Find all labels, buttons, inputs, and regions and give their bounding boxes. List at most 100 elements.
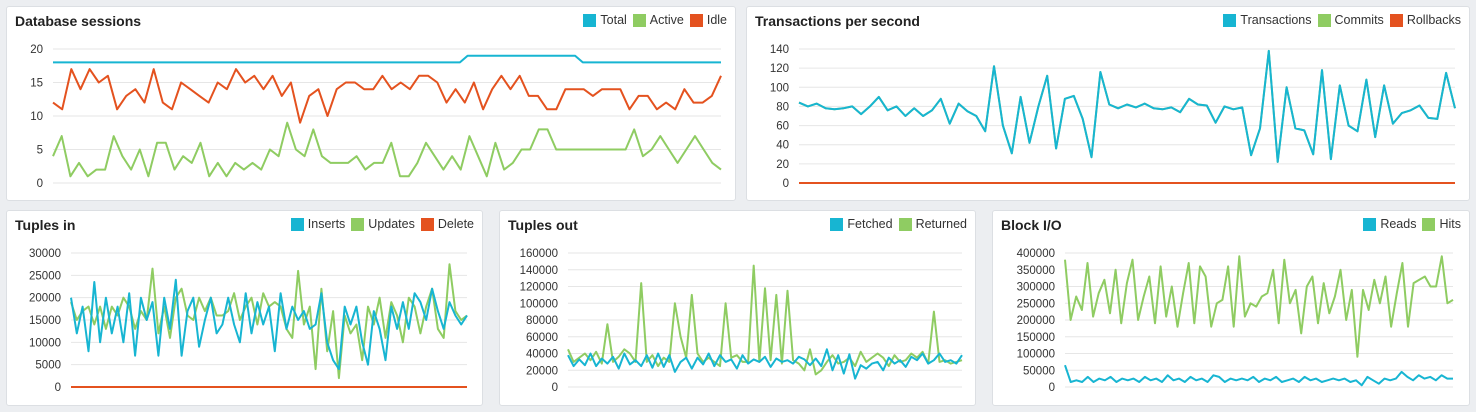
y-tick-label: 120000: [520, 282, 558, 294]
y-tick-label: 0: [1049, 382, 1055, 394]
legend-swatch: [1363, 217, 1377, 231]
y-tick-label: 10: [30, 111, 43, 123]
chart-legend: Total Active Idle: [583, 13, 727, 27]
y-tick-label: 350000: [1017, 265, 1055, 277]
chart-panel-block-io: 0 50000 100000 150000 200000 250000 300000 3500…: [992, 210, 1470, 406]
sessions-chart: 0 5 10 15 20: [30, 44, 722, 190]
y-tick-label: 150000: [1017, 332, 1055, 344]
y-tick-label: 0: [552, 382, 558, 394]
series-line-active[interactable]: [52, 121, 722, 178]
series-line-fetched[interactable]: [567, 348, 963, 380]
y-tick-label: 200000: [1017, 315, 1055, 327]
y-tick-label: 160000: [520, 248, 558, 260]
chart-legend: Fetched Returned: [830, 217, 967, 231]
chart-legend: Transactions Commits Rollbacks: [1223, 13, 1461, 27]
y-tick-label: 25000: [29, 270, 61, 282]
chart-panel-tps: 0 20 40 60 80 100 120 140 Transactions per seco…: [746, 6, 1470, 201]
legend-label: Fetched: [847, 217, 893, 231]
chart-legend: Reads Hits: [1363, 217, 1461, 231]
legend-swatch: [898, 217, 912, 231]
y-tick-label: 15000: [29, 315, 61, 327]
y-tick-label: 10000: [29, 337, 61, 349]
legend-item-reads[interactable]: Reads: [1363, 217, 1416, 231]
legend-item-updates[interactable]: Updates: [351, 217, 415, 231]
series-line-idle[interactable]: [52, 68, 722, 124]
legend-swatch: [290, 217, 304, 231]
legend-swatch: [351, 217, 365, 231]
tuples-out-chart: 0 20000 40000 60000 80000 100000 120000 140000 1…: [520, 248, 963, 394]
chart-title: Tuples in: [15, 217, 76, 233]
legend-swatch: [1317, 13, 1331, 27]
legend-item-idle[interactable]: Idle: [689, 13, 727, 27]
y-tick-label: 20: [776, 159, 789, 171]
chart-legend: Inserts Updates Delete: [290, 217, 474, 231]
legend-swatch: [1223, 13, 1237, 27]
y-tick-label: 0: [783, 178, 789, 190]
y-tick-label: 100000: [1017, 349, 1055, 361]
y-tick-label: 40: [776, 140, 789, 152]
y-tick-label: 5: [37, 145, 43, 157]
legend-swatch: [689, 13, 703, 27]
legend-label: Reads: [1380, 217, 1417, 231]
block-io-chart: 0 50000 100000 150000 200000 250000 300000 3500…: [1017, 248, 1454, 394]
legend-swatch: [583, 13, 597, 27]
y-tick-label: 100000: [520, 298, 558, 310]
chart-panel-tuples-out: 0 20000 40000 60000 80000 100000 120000 140000 1…: [499, 210, 976, 406]
legend-label: Commits: [1334, 13, 1384, 27]
legend-label: Delete: [437, 217, 474, 231]
y-tick-label: 20000: [29, 293, 61, 305]
y-tick-label: 5000: [35, 360, 61, 372]
y-tick-label: 140000: [520, 265, 558, 277]
y-tick-label: 80: [776, 101, 789, 113]
y-tick-label: 0: [37, 178, 43, 190]
series-line-inserts[interactable]: [70, 278, 468, 371]
y-tick-label: 20000: [526, 365, 558, 377]
y-tick-label: 300000: [1017, 282, 1055, 294]
y-tick-label: 50000: [1023, 365, 1055, 377]
chart-title: Transactions per second: [755, 13, 920, 29]
legend-item-inserts[interactable]: Inserts: [290, 217, 346, 231]
legend-item-transactions[interactable]: Transactions: [1223, 13, 1312, 27]
series-line-hits[interactable]: [1064, 255, 1454, 358]
legend-item-rollbacks[interactable]: Rollbacks: [1389, 13, 1461, 27]
y-tick-label: 40000: [526, 349, 558, 361]
legend-item-fetched[interactable]: Fetched: [830, 217, 893, 231]
series-line-returned[interactable]: [567, 264, 963, 376]
legend-item-total[interactable]: Total: [583, 13, 627, 27]
legend-swatch: [830, 217, 844, 231]
chart-title: Block I/O: [1001, 217, 1062, 233]
legend-label: Inserts: [307, 217, 346, 231]
legend-item-returned[interactable]: Returned: [898, 217, 967, 231]
legend-item-commits[interactable]: Commits: [1317, 13, 1384, 27]
y-tick-label: 140: [770, 44, 789, 56]
y-tick-label: 100: [770, 82, 789, 94]
y-tick-label: 15: [30, 78, 43, 90]
y-tick-label: 0: [55, 382, 61, 394]
chart-panel-tuples-in: 0 5000 10000 15000 20000 25000 30000 Tuples in…: [6, 210, 483, 406]
y-tick-label: 30000: [29, 248, 61, 260]
legend-item-delete[interactable]: Delete: [420, 217, 474, 231]
legend-label: Updates: [368, 217, 415, 231]
series-line-total[interactable]: [53, 54, 721, 64]
chart-panel-sessions: 0 5 10 15 20 Database sessions Total Active …: [6, 6, 736, 201]
y-tick-label: 250000: [1017, 298, 1055, 310]
legend-label: Rollbacks: [1406, 13, 1461, 27]
legend-item-hits[interactable]: Hits: [1422, 217, 1461, 231]
legend-swatch: [1389, 13, 1403, 27]
legend-label: Idle: [706, 13, 727, 27]
legend-label: Returned: [915, 217, 967, 231]
legend-label: Total: [600, 13, 627, 27]
legend-label: Hits: [1439, 217, 1461, 231]
legend-label: Transactions: [1240, 13, 1312, 27]
y-tick-label: 400000: [1017, 248, 1055, 260]
legend-item-active[interactable]: Active: [632, 13, 684, 27]
series-line-transactions[interactable]: [798, 49, 1456, 163]
series-line-reads[interactable]: [1064, 364, 1453, 387]
y-tick-label: 20: [30, 44, 43, 56]
legend-swatch: [1422, 217, 1436, 231]
chart-title: Database sessions: [15, 13, 142, 29]
tps-chart: 0 20 40 60 80 100 120 140: [770, 44, 1456, 190]
legend-swatch: [632, 13, 646, 27]
legend-label: Active: [649, 13, 684, 27]
tuples-in-chart: 0 5000 10000 15000 20000 25000 30000: [29, 248, 468, 394]
